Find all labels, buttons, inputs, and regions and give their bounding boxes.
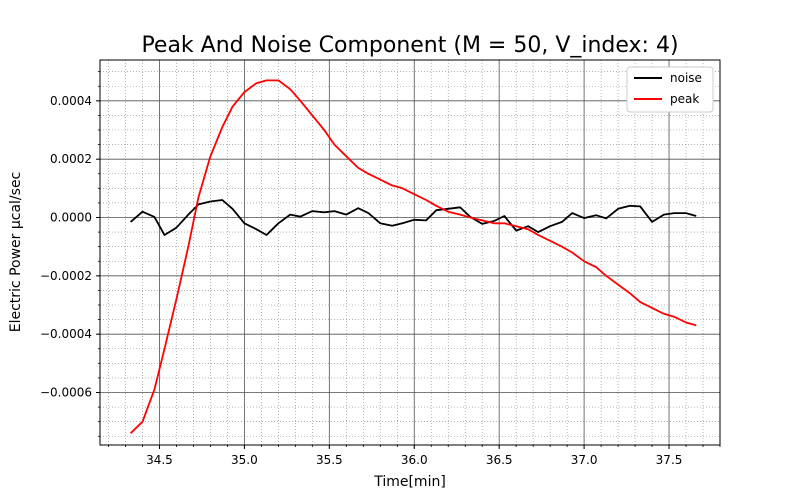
x-tick-label: 35.0 [231, 453, 258, 467]
x-tick-label: 34.5 [146, 453, 173, 467]
x-tick-label: 37.0 [571, 453, 598, 467]
x-tick-label: 36.5 [486, 453, 513, 467]
y-axis-label: Electric Power µcal/sec [8, 172, 24, 333]
x-tick-label: 35.5 [316, 453, 343, 467]
y-tick-label: 0.0004 [50, 94, 92, 108]
y-tick-labels: −0.0006 −0.0004 −0.0002 0.0000 0.0002 0.0004 [40, 94, 92, 400]
ticks-layer [96, 71, 721, 449]
y-tick-label: 0.0000 [50, 211, 92, 225]
y-tick-label: 0.0002 [50, 152, 92, 166]
y-tick-label: −0.0004 [40, 327, 92, 341]
series-layer [129, 79, 697, 434]
x-axis-label: Time[min] [373, 474, 446, 490]
y-tick-label: −0.0006 [40, 386, 92, 400]
series-line-peak [129, 79, 697, 434]
legend-label-noise: noise [670, 71, 702, 85]
plot-frame [99, 59, 721, 446]
x-tick-label: 36.0 [401, 453, 428, 467]
legend-label-peak: peak [670, 92, 699, 106]
x-tick-labels: 34.5 35.0 35.5 36.0 36.5 37.0 37.5 [146, 453, 682, 467]
series-line-noise [130, 199, 697, 236]
legend: noise peak [626, 66, 714, 113]
y-tick-label: −0.0002 [40, 269, 92, 283]
x-tick-label: 37.5 [656, 453, 683, 467]
chart-title: Peak And Noise Component (M = 50, V_inde… [141, 33, 678, 58]
major-grid [100, 60, 720, 445]
